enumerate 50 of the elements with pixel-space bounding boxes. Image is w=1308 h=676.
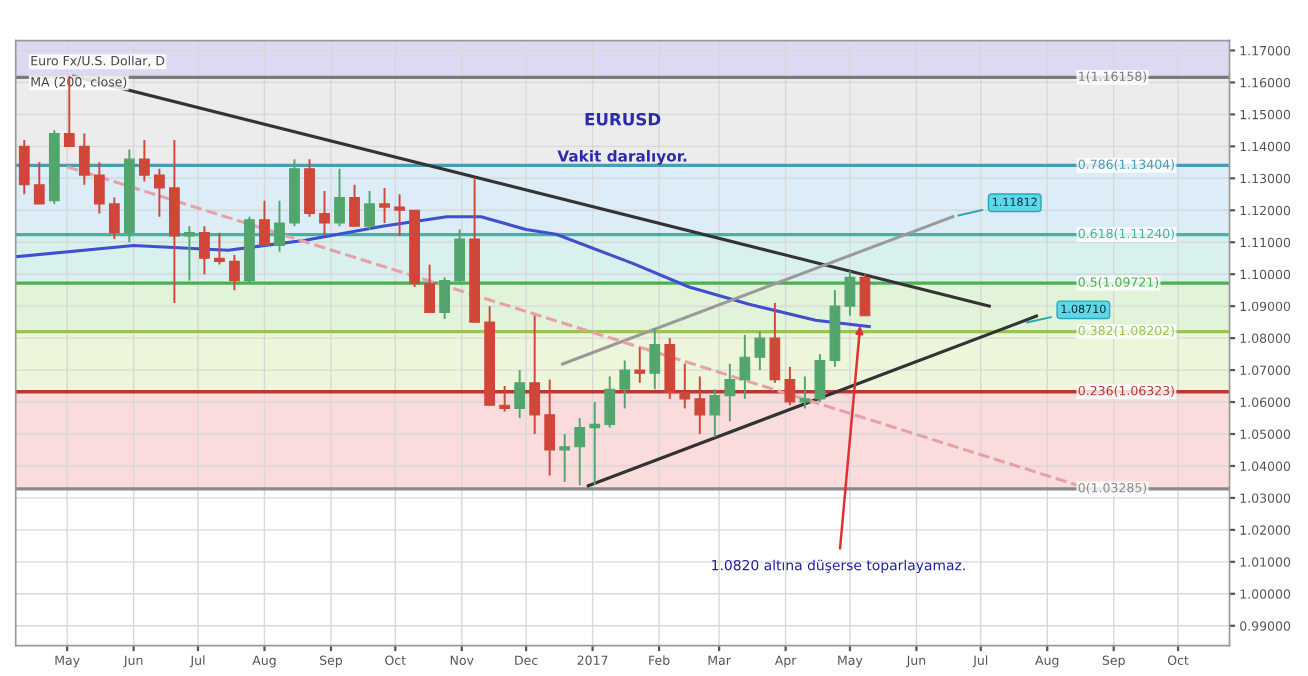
candlestick xyxy=(799,375,811,410)
candlestick xyxy=(334,167,345,228)
candlestick xyxy=(574,417,586,487)
candlestick xyxy=(214,231,225,266)
candlestick xyxy=(304,158,315,218)
candlestick xyxy=(649,327,661,391)
candlestick xyxy=(364,190,375,231)
candlestick xyxy=(394,193,405,237)
candlestick xyxy=(859,273,871,317)
candlestick xyxy=(514,369,526,419)
candlestick xyxy=(33,161,45,205)
candlestick xyxy=(589,401,601,487)
candlestick xyxy=(709,388,721,439)
candlestick xyxy=(349,183,360,228)
candlestick xyxy=(439,276,450,320)
candlestick xyxy=(529,314,541,435)
candlestick xyxy=(18,138,30,196)
candlestick xyxy=(634,346,646,384)
candlestick xyxy=(259,199,270,247)
candlestick xyxy=(724,362,736,423)
candlestick xyxy=(93,161,105,215)
candlestick xyxy=(184,225,195,282)
candlestick xyxy=(274,199,285,253)
candlestick xyxy=(679,362,691,410)
candlestick xyxy=(229,254,240,292)
candlestick xyxy=(199,225,210,276)
candlestick xyxy=(604,375,616,429)
text: EURUSD xyxy=(585,112,661,126)
line-series xyxy=(16,215,871,329)
candlestick xyxy=(379,186,390,225)
candlestick xyxy=(424,263,435,314)
candlestick xyxy=(499,385,511,413)
candlestick xyxy=(169,138,180,304)
candlestick xyxy=(754,330,766,372)
candlestick xyxy=(138,138,150,183)
candlestick xyxy=(844,270,856,317)
candlestick xyxy=(694,375,706,435)
candlestick xyxy=(319,190,330,237)
candlestick xyxy=(544,378,556,477)
candlestick xyxy=(814,353,826,404)
candlestick xyxy=(78,132,90,186)
candlestick xyxy=(664,337,676,400)
candlestick xyxy=(739,333,751,400)
candlestick xyxy=(108,196,120,241)
candlestick xyxy=(559,433,571,483)
candlestick xyxy=(784,365,796,407)
candlestick xyxy=(769,301,781,384)
candlestick xyxy=(454,228,466,285)
candlestick xyxy=(619,359,631,410)
candlestick xyxy=(154,167,165,218)
